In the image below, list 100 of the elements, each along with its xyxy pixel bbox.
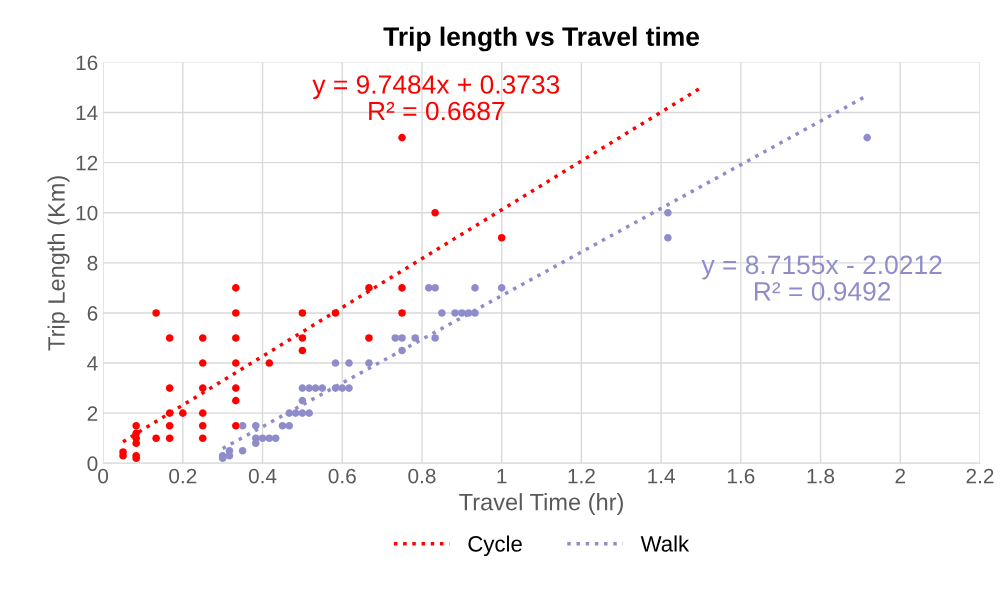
point xyxy=(431,208,439,217)
x-tick-label: 0.6 xyxy=(328,468,356,484)
point xyxy=(464,309,473,317)
point xyxy=(497,284,506,292)
point xyxy=(863,133,871,142)
point xyxy=(232,421,240,430)
point xyxy=(265,359,274,367)
point xyxy=(391,334,400,342)
x-tick-label: 1.2 xyxy=(568,468,595,484)
y-tick-label: 16 xyxy=(76,55,98,71)
point xyxy=(431,334,439,342)
point xyxy=(232,359,240,367)
y-tick-label: 14 xyxy=(76,105,98,121)
point xyxy=(179,409,187,417)
x-tick-label: 1.4 xyxy=(648,468,675,484)
y-tick-label: 8 xyxy=(87,255,98,271)
point xyxy=(664,208,672,217)
point xyxy=(298,409,307,417)
point xyxy=(165,421,174,430)
point xyxy=(471,284,479,292)
point xyxy=(291,409,300,417)
legend-label: Cycle xyxy=(468,535,522,557)
x-tick-label: 1.8 xyxy=(807,468,835,484)
point xyxy=(238,421,247,430)
point xyxy=(232,284,240,292)
point xyxy=(165,434,174,443)
chart-title: Trip length vs Travel time xyxy=(383,26,700,52)
point xyxy=(232,384,240,392)
point xyxy=(298,346,307,355)
point xyxy=(365,284,373,292)
point xyxy=(305,409,313,417)
point xyxy=(198,359,207,367)
point xyxy=(318,384,327,392)
point xyxy=(285,421,294,430)
x-tick-label: 0.2 xyxy=(169,468,197,484)
point xyxy=(398,334,406,342)
legend-label: Walk xyxy=(640,535,690,552)
point xyxy=(132,421,140,430)
point xyxy=(398,309,406,317)
x-tick-label: 2.2 xyxy=(966,468,994,484)
point xyxy=(298,309,307,317)
x-tick-label: 0 xyxy=(98,468,109,484)
y-tick-label: 12 xyxy=(76,155,98,171)
point xyxy=(398,346,406,355)
y-tick-label: 6 xyxy=(87,305,98,321)
point xyxy=(424,284,433,292)
point xyxy=(298,334,307,342)
y-tick-label: 0 xyxy=(87,456,98,472)
point xyxy=(198,384,207,392)
point xyxy=(365,334,373,342)
point xyxy=(278,421,287,430)
point xyxy=(311,384,320,392)
y-tick-label: 4 xyxy=(87,356,98,371)
point xyxy=(471,309,479,317)
point xyxy=(152,309,160,317)
point xyxy=(238,446,247,455)
annotation: y = 9.7484x + 0.3733 R² = 0.6687 xyxy=(312,75,560,121)
point xyxy=(331,309,340,317)
point xyxy=(198,434,207,443)
point xyxy=(232,309,240,317)
point xyxy=(165,384,174,392)
y-tick-label: 2 xyxy=(87,406,98,421)
point xyxy=(411,334,419,342)
point xyxy=(338,384,347,392)
x-tick-label: 2 xyxy=(895,468,906,484)
point xyxy=(225,446,234,455)
point xyxy=(152,434,160,443)
point xyxy=(438,309,446,317)
point xyxy=(198,421,207,430)
point xyxy=(271,434,280,443)
point xyxy=(198,409,207,417)
point xyxy=(345,359,353,367)
x-tick-label: 1.6 xyxy=(727,468,755,484)
point xyxy=(497,234,506,242)
point xyxy=(458,309,466,317)
x-tick-label: 0.4 xyxy=(248,468,277,484)
point xyxy=(198,334,207,342)
point xyxy=(398,284,406,292)
x-axis-title: Travel Time (hr) xyxy=(459,493,623,516)
y-axis-title: Trip Length (Km) xyxy=(47,176,70,351)
point xyxy=(664,234,672,242)
point xyxy=(232,396,240,405)
point xyxy=(365,359,373,367)
point xyxy=(165,409,174,417)
point xyxy=(305,384,313,392)
x-tick-label: 1 xyxy=(497,468,507,484)
point xyxy=(451,309,459,317)
point xyxy=(165,334,174,342)
point xyxy=(298,396,307,405)
point xyxy=(431,284,439,292)
y-tick-label: 10 xyxy=(76,205,98,221)
point xyxy=(298,384,307,392)
point xyxy=(258,434,267,443)
point xyxy=(398,133,406,142)
point xyxy=(331,359,340,367)
point xyxy=(331,384,340,392)
x-tick-label: 0.8 xyxy=(408,468,436,484)
point xyxy=(345,384,353,392)
point xyxy=(232,334,240,342)
annotation: y = 8.7155x - 2.0212 R² = 0.9492 xyxy=(701,255,942,301)
